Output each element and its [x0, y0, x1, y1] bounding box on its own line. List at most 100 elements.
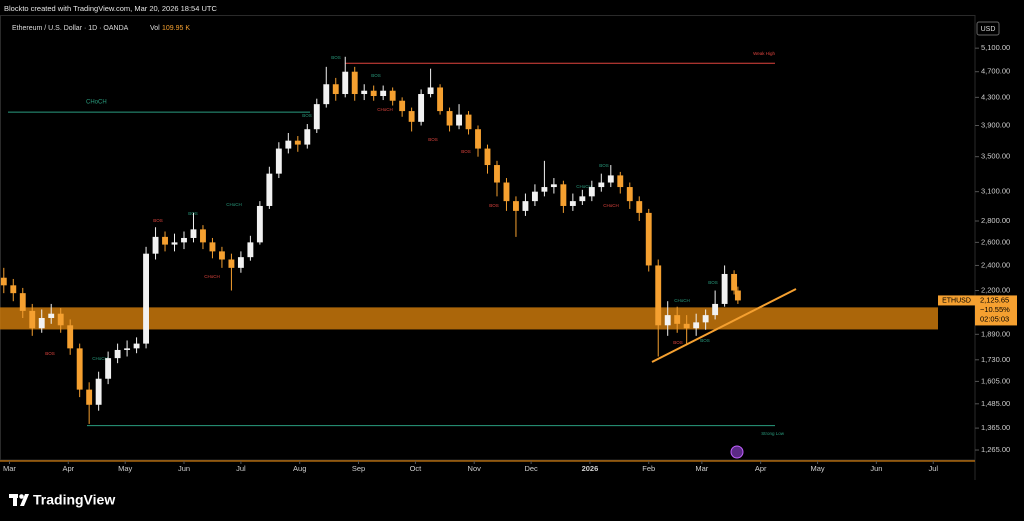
y-tick-label: 2,400.00: [981, 260, 1010, 269]
logo-part: [20, 494, 29, 506]
candle-body: [370, 90, 377, 97]
candle-body: [569, 201, 576, 206]
x-tick-label: Apr: [755, 464, 767, 473]
y-tick-label: 1,365.00: [981, 423, 1010, 432]
annotation: CHoCH: [92, 356, 108, 361]
candle-body: [228, 259, 235, 268]
y-tick-label: 1,485.00: [981, 399, 1010, 408]
candle-body: [674, 315, 681, 324]
candle-body: [190, 229, 197, 238]
x-tick-label: Mar: [695, 464, 708, 473]
y-tick-label: 3,100.00: [981, 187, 1010, 196]
candle-body: [503, 182, 510, 202]
bar-countdown: 02:05:03: [980, 314, 1009, 323]
candle-body: [531, 191, 538, 202]
candle-body: [636, 201, 643, 213]
candle-body: [124, 348, 131, 350]
candle-body: [427, 87, 434, 95]
candle-body: [399, 100, 406, 112]
trendline: [651, 288, 797, 363]
candle-body: [133, 343, 140, 349]
candle-body: [218, 251, 225, 260]
candle-body: [712, 303, 719, 316]
candle-body: [475, 129, 481, 149]
candle-body: [693, 322, 700, 329]
candle-body: [541, 187, 548, 192]
candle-body: [294, 140, 301, 145]
candle-body: [313, 104, 320, 130]
candle-body: [446, 111, 453, 126]
y-tick-label: 3,500.00: [981, 152, 1010, 161]
unit-box[interactable]: [976, 21, 1000, 36]
candle-body: [0, 277, 7, 286]
candle-body: [181, 237, 187, 243]
candle-body: [275, 148, 282, 174]
x-tick-label: Feb: [642, 464, 655, 473]
candle-body: [655, 265, 662, 326]
candle-body: [105, 358, 112, 379]
price-change: −10.55%: [980, 305, 1010, 314]
brand: TradingView: [33, 492, 115, 508]
candle-body: [256, 205, 263, 243]
candle-body: [418, 94, 425, 122]
axis-unit[interactable]: USD: [981, 26, 996, 33]
y-tick-label: 1,605.00: [981, 376, 1010, 385]
annotation: CHoCH: [204, 274, 220, 279]
candle-body: [351, 71, 358, 95]
x-tick-label: Jul: [236, 464, 246, 473]
candle-body: [323, 84, 330, 105]
logo-part: [13, 494, 17, 506]
event-icon[interactable]: [730, 445, 744, 459]
candle-body: [332, 84, 339, 95]
annotation: BOS: [708, 280, 718, 285]
level-label: Weak High: [753, 51, 775, 56]
y-tick-label: 2,800.00: [981, 216, 1010, 225]
annotation: CHoCH: [674, 298, 690, 303]
y-tick-label: 1,730.00: [981, 355, 1010, 364]
x-tick-label: 2026: [582, 464, 599, 473]
candle-body: [380, 90, 387, 97]
level-label: Strong Low: [761, 431, 785, 436]
annotation: BOS: [153, 218, 163, 223]
annotation: BOS: [331, 55, 341, 60]
candle-body: [465, 114, 472, 130]
last-price: 2,125.65: [980, 295, 1009, 304]
annotation: BOS: [302, 113, 312, 118]
candle-body: [598, 182, 605, 188]
x-tick-label: May: [118, 464, 132, 473]
annotation: BOS: [45, 351, 55, 356]
candle-body: [152, 236, 159, 254]
header: Blockto created with TradingView.com, Ma…: [4, 4, 217, 13]
x-tick-label: Jun: [870, 464, 882, 473]
candle-body: [607, 175, 614, 183]
candle-body: [143, 253, 150, 344]
y-tick-label: 1,890.00: [981, 329, 1010, 338]
x-tick-label: Apr: [62, 464, 74, 473]
candle-body: [19, 293, 26, 311]
candle-body: [588, 187, 595, 197]
x-tick-label: May: [810, 464, 824, 473]
candle-body: [456, 114, 462, 126]
candle-body: [304, 129, 311, 145]
candle-body: [560, 184, 567, 206]
candle-body: [522, 201, 529, 211]
candle-body: [67, 325, 74, 349]
plot-layer: Weak High Strong Low CHoCH BOS BOS CHoCH BOS BO…: [0, 51, 938, 436]
candle-body: [645, 212, 652, 266]
candle-body: [579, 196, 586, 202]
candle-body: [48, 313, 55, 318]
candle-body: [86, 389, 93, 405]
x-tick-label: Jun: [178, 464, 190, 473]
candle-body: [57, 313, 64, 326]
candle-body: [721, 273, 728, 304]
y-tick-label: 2,600.00: [981, 237, 1010, 246]
x-tick-label: Oct: [410, 464, 423, 473]
y-tick-label: 3,900.00: [981, 120, 1010, 129]
annotation: CHoCH: [576, 184, 592, 189]
candle-body: [408, 111, 415, 122]
annotation: BOS: [489, 203, 499, 208]
x-tick-label: Mar: [3, 464, 16, 473]
symbol-label: ETHUSD: [942, 297, 971, 304]
candle-body: [342, 71, 349, 95]
